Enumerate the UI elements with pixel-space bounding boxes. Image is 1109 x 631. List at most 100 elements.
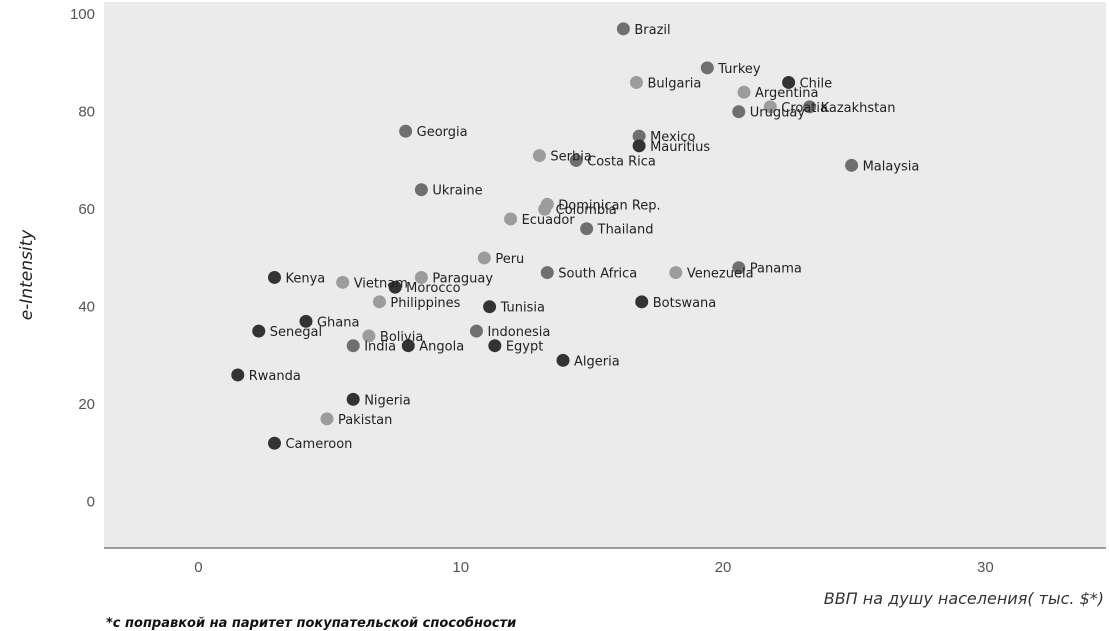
data-point <box>569 153 583 167</box>
point-label: Georgia <box>417 125 468 140</box>
point-label: Turkey <box>717 62 761 77</box>
data-point <box>629 75 643 89</box>
point-label: Venezuela <box>687 267 754 282</box>
point-label: Rwanda <box>249 369 301 384</box>
data-point <box>732 261 746 275</box>
point-label: India <box>364 340 396 355</box>
point-label: Indonesia <box>487 325 550 340</box>
point-label: Mexico <box>650 130 695 145</box>
point-label: Peru <box>495 252 524 267</box>
point-label: Thailand <box>597 223 654 238</box>
data-point <box>346 392 360 406</box>
point-label: Malaysia <box>863 159 920 174</box>
point-label: Pakistan <box>338 413 392 428</box>
data-point <box>540 266 554 280</box>
point-label: Brazil <box>634 23 670 38</box>
x-tick-labels: 0 10 20 30 <box>194 559 993 576</box>
data-point <box>252 324 266 338</box>
point-label: Uruguay <box>750 106 806 121</box>
point-label: Paraguay <box>432 271 493 286</box>
point-labels: Brazil Turkey Chile Bulgaria ArgentinaCroati… <box>249 23 920 452</box>
data-point <box>483 300 497 314</box>
point-label: Tunisia <box>500 301 545 316</box>
data-point <box>399 124 413 138</box>
x-tick-label: 30 <box>977 559 994 576</box>
point-label: Ecuador <box>522 213 576 228</box>
y-tick-label: 100 <box>70 6 95 23</box>
point-label: Serbia <box>550 150 591 165</box>
point-label: Kenya <box>285 271 325 286</box>
data-point <box>388 280 402 294</box>
point-label: Senegal <box>270 325 322 340</box>
point-label: Bolivia <box>380 330 423 345</box>
data-point <box>732 105 746 119</box>
y-tick-label: 80 <box>78 104 95 121</box>
data-point <box>700 61 714 75</box>
data-point <box>336 275 350 289</box>
data-point <box>372 295 386 309</box>
point-label: Vietnam <box>354 276 408 291</box>
y-axis-label: e-Intensity <box>17 229 37 321</box>
data-point <box>616 22 630 36</box>
data-point <box>632 139 646 153</box>
data-point <box>231 368 245 382</box>
point-label: Argentina <box>755 86 818 101</box>
point-label: Morocco <box>406 281 460 296</box>
data-point <box>299 314 313 328</box>
point-label: Mauritius <box>650 140 710 155</box>
data-point <box>401 339 415 353</box>
point-label: Cameroon <box>285 437 352 452</box>
point-label: Nigeria <box>364 393 411 408</box>
data-point <box>362 329 376 343</box>
data-point <box>477 251 491 265</box>
data-point <box>414 270 428 284</box>
x-tick-label: 0 <box>194 559 202 576</box>
x-tick-label: 20 <box>715 559 732 576</box>
x-tick-label: 10 <box>452 559 469 576</box>
point-label: Algeria <box>574 354 620 369</box>
point-label: Ghana <box>317 315 360 330</box>
point-label: Dominican Rep. <box>558 198 660 213</box>
point-label: Panama <box>750 262 802 277</box>
data-point <box>763 100 777 114</box>
footnote: *с поправкой на паритет покупательской с… <box>106 616 516 631</box>
point-label: Croatia <box>781 101 828 116</box>
data-point <box>635 295 649 309</box>
data-point <box>414 183 428 197</box>
data-point <box>845 158 859 172</box>
data-point <box>532 149 546 163</box>
point-label: Colombia <box>556 203 617 218</box>
y-tick-labels: 0 20 40 60 80 100 <box>70 6 95 511</box>
point-label: South Africa <box>558 267 637 282</box>
data-point <box>320 412 334 426</box>
point-label: Angola <box>419 340 464 355</box>
data-point <box>632 129 646 143</box>
data-point <box>488 339 502 353</box>
point-label: Bulgaria <box>647 76 701 91</box>
data-point <box>782 75 796 89</box>
data-point <box>737 85 751 99</box>
point-label: Ukraine <box>432 184 482 199</box>
y-tick-label: 0 <box>87 494 95 511</box>
x-axis-label: ВВП на душу населения( тыс. $*) <box>824 589 1104 608</box>
point-label: Costa Rica <box>587 154 656 169</box>
point-label: Botswana <box>653 296 717 311</box>
point-label: Kazakhstan <box>821 101 896 116</box>
point-label: Egypt <box>506 340 544 355</box>
data-points <box>231 22 859 450</box>
data-point <box>669 266 683 280</box>
data-point <box>346 339 360 353</box>
y-tick-label: 60 <box>78 201 95 218</box>
data-point <box>504 212 518 226</box>
data-point <box>803 100 817 114</box>
point-label: Philippines <box>390 296 460 311</box>
data-point <box>538 202 552 216</box>
data-point <box>469 324 483 338</box>
data-point <box>556 353 570 367</box>
y-tick-label: 20 <box>78 396 95 413</box>
data-point <box>267 270 281 284</box>
data-point <box>580 222 594 236</box>
data-point <box>267 436 281 450</box>
y-tick-label: 40 <box>78 299 95 316</box>
